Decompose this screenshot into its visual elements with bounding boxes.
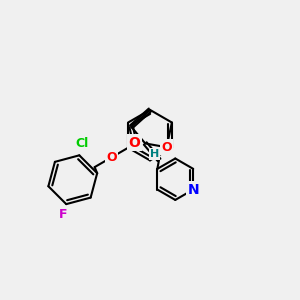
Text: H: H [150, 149, 159, 159]
Text: O: O [161, 141, 172, 154]
Text: O: O [129, 136, 141, 150]
Text: O: O [106, 151, 117, 164]
Text: N: N [188, 183, 199, 196]
Text: Cl: Cl [76, 137, 89, 150]
Text: F: F [59, 208, 68, 221]
